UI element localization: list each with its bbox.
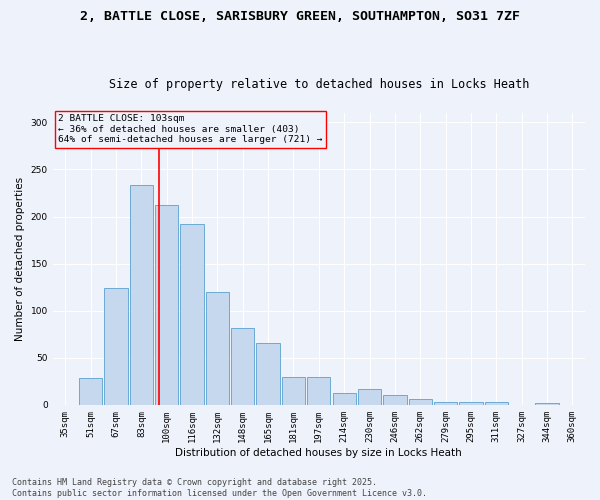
Bar	[332, 392, 356, 405]
Bar	[535, 403, 559, 405]
Bar	[485, 402, 508, 405]
Text: 2, BATTLE CLOSE, SARISBURY GREEN, SOUTHAMPTON, SO31 7ZF: 2, BATTLE CLOSE, SARISBURY GREEN, SOUTHA…	[80, 10, 520, 23]
Bar	[409, 399, 432, 405]
Bar	[282, 376, 305, 405]
Bar	[79, 378, 103, 405]
Bar	[104, 288, 128, 405]
Bar	[231, 328, 254, 405]
Bar	[206, 292, 229, 405]
Bar	[130, 184, 153, 405]
Bar	[459, 402, 482, 405]
Bar	[155, 206, 178, 405]
Title: Size of property relative to detached houses in Locks Heath: Size of property relative to detached ho…	[109, 78, 529, 91]
Bar	[181, 224, 204, 405]
Bar	[358, 389, 381, 405]
Bar	[434, 402, 457, 405]
Y-axis label: Number of detached properties: Number of detached properties	[15, 177, 25, 341]
Bar	[256, 342, 280, 405]
Bar	[383, 396, 407, 405]
X-axis label: Distribution of detached houses by size in Locks Heath: Distribution of detached houses by size …	[175, 448, 462, 458]
Text: Contains HM Land Registry data © Crown copyright and database right 2025.
Contai: Contains HM Land Registry data © Crown c…	[12, 478, 427, 498]
Text: 2 BATTLE CLOSE: 103sqm
← 36% of detached houses are smaller (403)
64% of semi-de: 2 BATTLE CLOSE: 103sqm ← 36% of detached…	[58, 114, 322, 144]
Bar	[307, 376, 331, 405]
